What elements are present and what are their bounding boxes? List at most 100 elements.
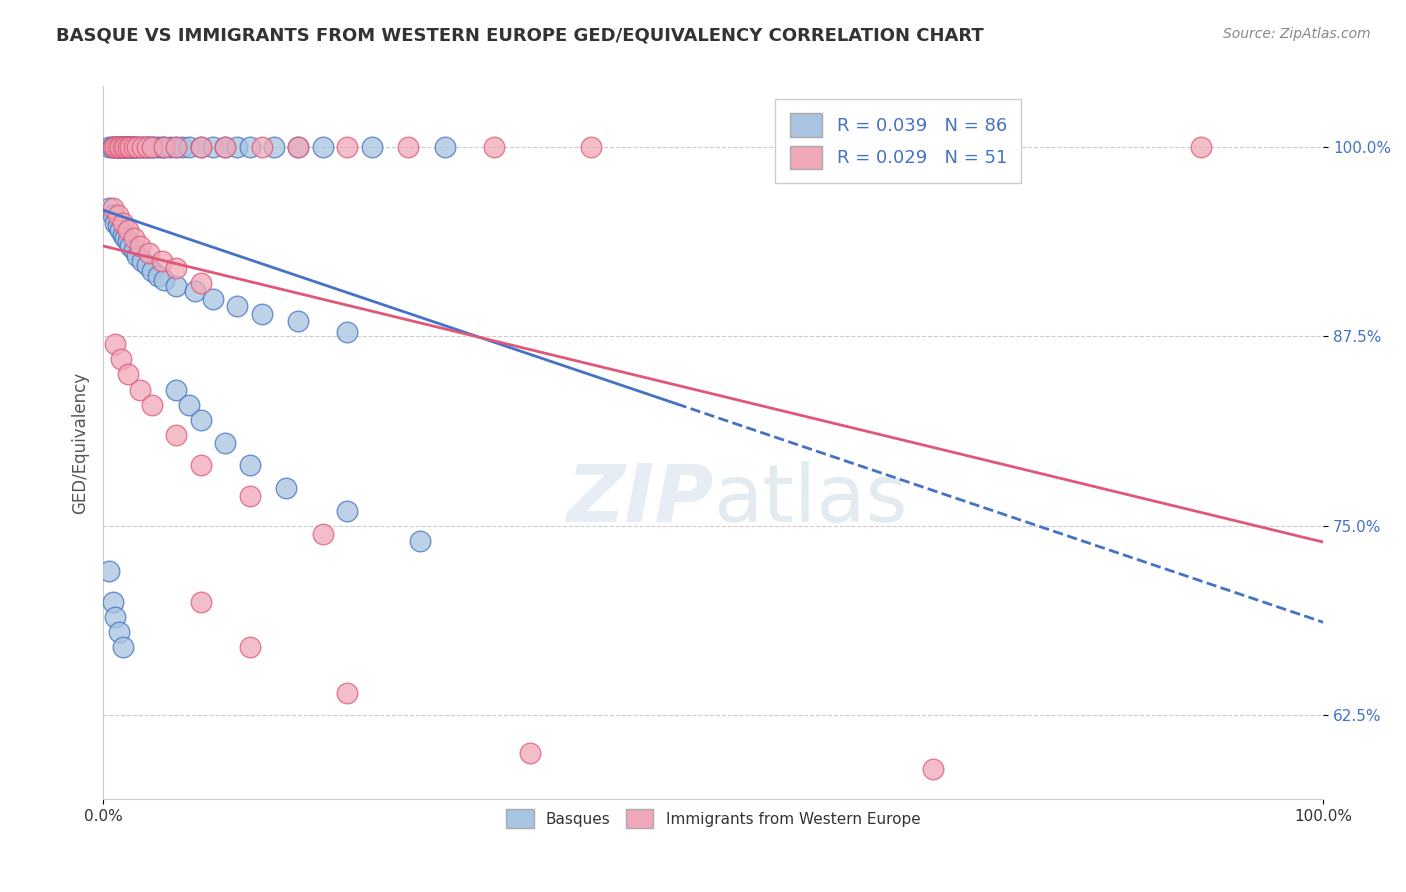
Point: [136, 258, 159, 272]
Point: [117, 140, 139, 154]
Point: [1189, 140, 1212, 154]
Point: [214, 435, 236, 450]
Point: [122, 140, 145, 154]
Point: [114, 140, 136, 154]
Point: [141, 140, 163, 154]
Point: [101, 201, 124, 215]
Point: [131, 253, 153, 268]
Point: [124, 140, 146, 154]
Point: [122, 140, 145, 154]
Point: [136, 140, 159, 154]
Point: [165, 140, 187, 154]
Point: [108, 140, 131, 154]
Point: [312, 526, 335, 541]
Point: [579, 140, 602, 154]
Point: [165, 383, 187, 397]
Point: [165, 279, 187, 293]
Point: [104, 610, 127, 624]
Point: [107, 219, 129, 233]
Point: [190, 413, 212, 427]
Point: [128, 383, 150, 397]
Point: [125, 140, 148, 154]
Point: [433, 140, 456, 154]
Point: [138, 140, 160, 154]
Point: [921, 762, 943, 776]
Point: [165, 428, 187, 442]
Point: [117, 140, 139, 154]
Point: [312, 140, 335, 154]
Point: [190, 277, 212, 291]
Point: [177, 398, 200, 412]
Point: [122, 243, 145, 257]
Point: [108, 223, 131, 237]
Point: [112, 140, 135, 154]
Point: [141, 398, 163, 412]
Point: [98, 201, 121, 215]
Point: [117, 234, 139, 248]
Point: [165, 140, 187, 154]
Point: [104, 337, 127, 351]
Point: [117, 368, 139, 382]
Point: [120, 140, 142, 154]
Point: [150, 140, 173, 154]
Point: [336, 325, 359, 339]
Point: [107, 140, 129, 154]
Point: [131, 140, 153, 154]
Point: [117, 223, 139, 237]
Point: [360, 140, 382, 154]
Point: [114, 140, 136, 154]
Point: [287, 140, 309, 154]
Point: [118, 140, 141, 154]
Point: [287, 140, 309, 154]
Point: [287, 314, 309, 328]
Point: [107, 140, 129, 154]
Point: [104, 216, 127, 230]
Legend: Basques, Immigrants from Western Europe: Basques, Immigrants from Western Europe: [501, 803, 927, 834]
Point: [153, 140, 176, 154]
Point: [159, 140, 181, 154]
Point: [201, 292, 224, 306]
Point: [118, 140, 141, 154]
Point: [128, 238, 150, 252]
Point: [136, 140, 159, 154]
Point: [238, 640, 260, 655]
Point: [134, 140, 156, 154]
Point: [110, 352, 132, 367]
Point: [118, 238, 141, 252]
Point: [138, 246, 160, 260]
Point: [250, 307, 273, 321]
Point: [143, 140, 166, 154]
Point: [111, 140, 134, 154]
Point: [98, 565, 121, 579]
Point: [101, 595, 124, 609]
Point: [101, 140, 124, 154]
Text: BASQUE VS IMMIGRANTS FROM WESTERN EUROPE GED/EQUIVALENCY CORRELATION CHART: BASQUE VS IMMIGRANTS FROM WESTERN EUROPE…: [56, 27, 984, 45]
Point: [482, 140, 505, 154]
Text: atlas: atlas: [713, 460, 908, 539]
Point: [118, 140, 141, 154]
Point: [250, 140, 273, 154]
Point: [110, 140, 132, 154]
Point: [226, 140, 249, 154]
Text: ZIP: ZIP: [565, 460, 713, 539]
Point: [121, 140, 143, 154]
Point: [104, 140, 127, 154]
Point: [396, 140, 419, 154]
Point: [107, 208, 129, 222]
Point: [131, 140, 153, 154]
Point: [107, 140, 129, 154]
Point: [146, 268, 169, 283]
Point: [108, 140, 131, 154]
Point: [336, 504, 359, 518]
Point: [104, 140, 127, 154]
Y-axis label: GED/Equivalency: GED/Equivalency: [72, 372, 89, 514]
Point: [165, 261, 187, 276]
Point: [100, 140, 122, 154]
Point: [409, 534, 432, 549]
Point: [153, 273, 176, 287]
Point: [824, 140, 846, 154]
Point: [111, 640, 134, 655]
Point: [127, 140, 149, 154]
Point: [114, 140, 136, 154]
Point: [172, 140, 194, 154]
